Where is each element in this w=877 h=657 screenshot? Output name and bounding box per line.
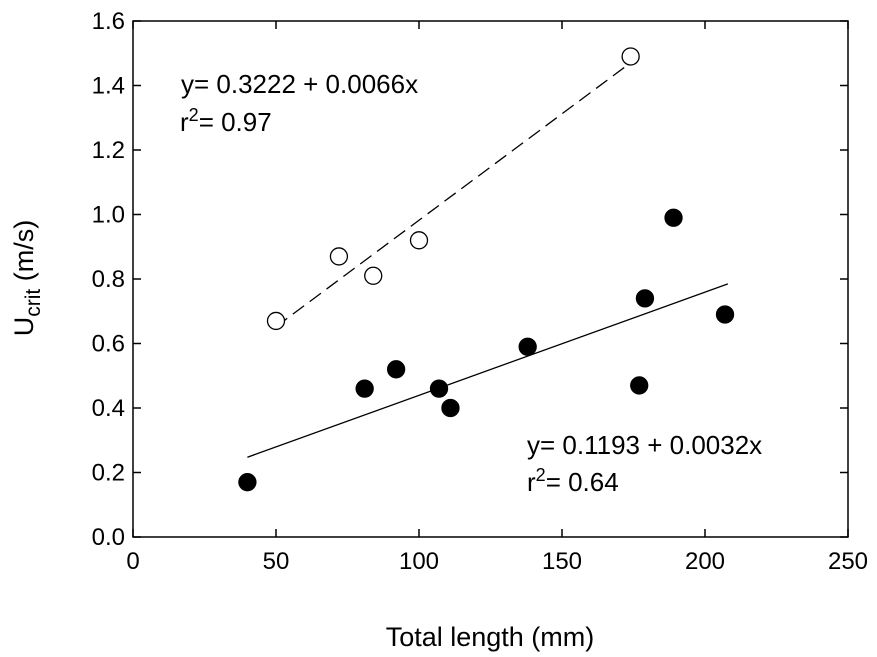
y-axis-ticks: 0.0 0.2 0.4 0.6 0.8 1.0 1.2 1.4 1.6 bbox=[92, 8, 848, 551]
open-series-point bbox=[329, 247, 349, 266]
open-series-fit-line bbox=[275, 62, 632, 328]
open-series-r2-value: = 0.97 bbox=[199, 107, 272, 137]
filled-series-point bbox=[715, 305, 735, 324]
filled-series-fit-line bbox=[247, 283, 729, 458]
open-series-r2-label: r bbox=[180, 107, 189, 137]
y-tick-label: 0.2 bbox=[92, 460, 125, 487]
y-tick-label: 1.2 bbox=[92, 137, 125, 164]
plot-area bbox=[132, 20, 849, 538]
x-axis-ticks: 0 50 100 150 200 250 bbox=[126, 21, 868, 575]
y-tick-label: 0.6 bbox=[92, 331, 125, 358]
filled-series-point bbox=[355, 379, 374, 398]
filled-series-point bbox=[441, 398, 460, 418]
filled-series-point bbox=[518, 337, 537, 356]
y-axis-title-sub: crit bbox=[22, 289, 45, 317]
filled-series-point bbox=[664, 208, 683, 227]
y-axis-title-unit: (m/s) bbox=[9, 220, 39, 289]
open-series-r2: r2= 0.97 bbox=[180, 105, 272, 137]
filled-series-point bbox=[635, 289, 655, 308]
y-tick-label: 0.0 bbox=[92, 524, 125, 551]
filled-series-equation: y= 0.1193 + 0.0032x bbox=[527, 430, 762, 460]
x-tick-label: 200 bbox=[685, 548, 725, 575]
filled-series-point bbox=[630, 376, 649, 395]
filled-series-point bbox=[238, 473, 257, 492]
x-axis-title: Total length (mm) bbox=[386, 622, 595, 652]
x-tick-label: 150 bbox=[542, 548, 582, 575]
y-axis-title-main: U bbox=[9, 317, 39, 337]
x-tick-label: 50 bbox=[263, 548, 290, 575]
filled-series-r2-label: r bbox=[527, 467, 536, 497]
filled-series-r2-value: = 0.64 bbox=[546, 467, 619, 497]
filled-series-r2: r2= 0.64 bbox=[527, 465, 619, 497]
y-tick-label: 0.8 bbox=[92, 266, 125, 293]
y-tick-label: 1.4 bbox=[92, 73, 125, 100]
open-series-point bbox=[364, 266, 383, 285]
filled-series-point bbox=[429, 379, 449, 398]
x-tick-label: 250 bbox=[828, 548, 868, 575]
open-series-point bbox=[621, 47, 640, 66]
filled-series-point bbox=[386, 360, 406, 379]
y-tick-label: 1.6 bbox=[92, 8, 125, 35]
open-series-equation: y= 0.3222 + 0.0066x bbox=[181, 69, 418, 99]
x-tick-label: 100 bbox=[399, 548, 439, 575]
open-series-point bbox=[266, 311, 286, 331]
open-series-r2-sup: 2 bbox=[189, 105, 199, 125]
y-tick-label: 1.0 bbox=[92, 202, 125, 229]
y-axis-title: Ucrit (m/s) bbox=[9, 220, 45, 336]
y-tick-label: 0.4 bbox=[92, 395, 125, 422]
x-tick-label: 0 bbox=[126, 548, 139, 575]
filled-series-r2-sup: 2 bbox=[536, 465, 546, 485]
open-series-point bbox=[409, 231, 429, 250]
